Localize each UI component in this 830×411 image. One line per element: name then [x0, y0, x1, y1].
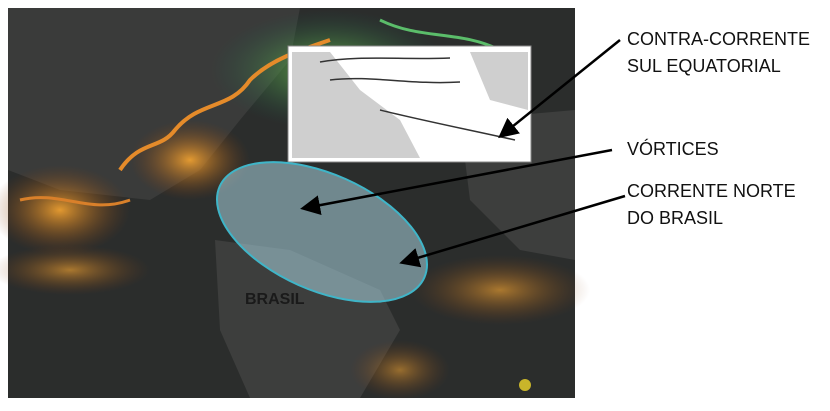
arrows: [300, 39, 626, 268]
callouts: CONTRA-CORRENTE SUL EQUATORIAL VÓRTICES COR…: [627, 29, 810, 228]
callout-text: SUL EQUATORIAL: [627, 56, 781, 76]
vortex-region: [215, 161, 429, 303]
map-label: BRASIL: [245, 291, 305, 308]
inset-map: [287, 45, 532, 163]
callout-text: CORRENTE NORTE: [627, 181, 796, 201]
callout-text: DO BRASIL: [627, 208, 723, 228]
callout-text: VÓRTICES: [627, 138, 719, 159]
callout-text: CONTRA-CORRENTE: [627, 29, 810, 49]
